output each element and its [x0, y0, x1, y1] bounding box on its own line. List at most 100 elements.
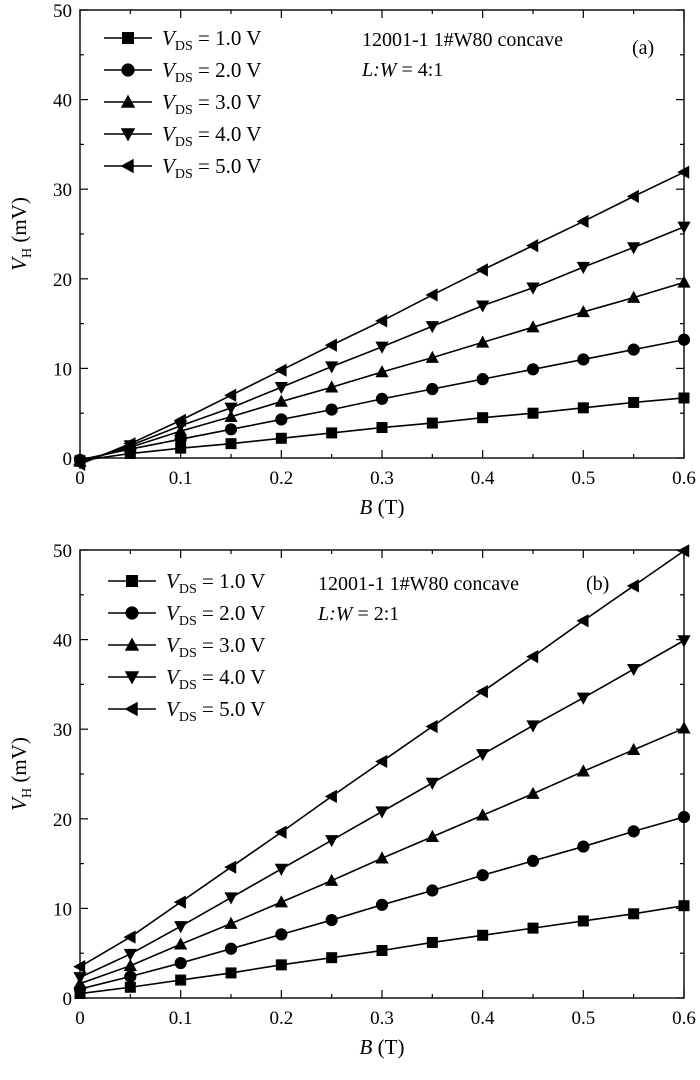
data-point [425, 350, 439, 363]
legend-label: VDS = 3.0 V [162, 90, 261, 118]
data-point [376, 422, 388, 434]
legend-item: VDS = 2.0 V [108, 601, 265, 629]
data-point [527, 407, 539, 419]
series-2 [73, 333, 691, 466]
legend-label: VDS = 4.0 V [162, 122, 261, 150]
series-3 [73, 275, 691, 467]
y-tick-label: 40 [53, 91, 72, 112]
data-point [375, 392, 389, 405]
data-point [526, 650, 539, 664]
legend-marker [122, 32, 134, 44]
data-point [526, 786, 540, 799]
data-point [224, 916, 238, 929]
data-point [175, 974, 187, 986]
data-point [576, 261, 590, 275]
x-tick-label: 0 [75, 1008, 85, 1029]
data-point [375, 314, 388, 328]
legend-label: VDS = 5.0 V [166, 697, 265, 725]
data-point [324, 789, 337, 803]
legend-label: VDS = 1.0 V [166, 569, 265, 597]
data-point [274, 863, 288, 876]
data-point [275, 432, 287, 444]
data-point [124, 970, 137, 983]
data-point [225, 438, 237, 450]
data-point [375, 754, 388, 769]
x-tick-label: 0.5 [571, 1008, 595, 1029]
legend-item: VDS = 1.0 V [104, 26, 261, 54]
data-point [326, 952, 338, 964]
data-point [325, 403, 338, 416]
panel-label: (b) [586, 573, 609, 595]
ratio-annotation: L:W = 4:1 [361, 59, 443, 81]
data-point [526, 720, 540, 733]
y-axis-label: VH (mV) [7, 197, 35, 271]
data-point [425, 719, 438, 734]
x-tick-label: 0.4 [471, 468, 495, 489]
x-tick-label: 0.4 [471, 1008, 495, 1029]
data-point [274, 394, 288, 407]
data-point [73, 972, 87, 985]
data-point [274, 895, 288, 908]
data-point [175, 442, 187, 454]
y-tick-label: 10 [53, 359, 72, 380]
legend-marker [120, 94, 136, 108]
x-tick-label: 0.2 [269, 1008, 293, 1029]
data-point [425, 288, 438, 302]
data-point [576, 764, 590, 777]
legend-marker [124, 671, 140, 685]
legend-item: VDS = 5.0 V [108, 697, 265, 725]
data-point [224, 892, 238, 905]
x-axis-label: B (T) [360, 1035, 405, 1059]
y-tick-label: 30 [53, 180, 72, 201]
y-tick-label: 50 [53, 1, 72, 22]
data-point [224, 942, 238, 955]
data-point [576, 305, 590, 318]
data-point [324, 338, 337, 352]
data-point [326, 427, 338, 439]
legend-label: VDS = 2.0 V [162, 58, 261, 86]
y-tick-label: 30 [53, 720, 72, 741]
data-point [476, 808, 490, 821]
data-point [275, 928, 288, 941]
data-point [475, 684, 488, 699]
y-tick-label: 40 [53, 631, 72, 652]
legend-label: VDS = 5.0 V [162, 154, 261, 182]
legend-marker [124, 701, 138, 717]
data-point [477, 412, 489, 424]
data-point [123, 948, 137, 961]
legend-label: VDS = 4.0 V [166, 665, 265, 693]
data-point [627, 242, 641, 255]
sample-annotation: 12001-1 1#W80 concave [362, 29, 563, 51]
legend-item: VDS = 5.0 V [104, 154, 261, 182]
data-point [425, 321, 439, 334]
data-point [325, 873, 339, 886]
data-point [677, 810, 691, 824]
data-point [274, 381, 288, 395]
legend-marker [125, 606, 139, 620]
data-point [375, 851, 389, 864]
data-point [123, 437, 136, 451]
data-point [174, 956, 187, 970]
data-point [627, 742, 641, 756]
legend-item: VDS = 4.0 V [104, 122, 261, 150]
legend-item: VDS = 4.0 V [108, 665, 265, 693]
data-point [325, 361, 339, 374]
series-4 [73, 221, 691, 470]
data-point [576, 214, 589, 229]
data-point [576, 614, 589, 628]
legend: VDS = 1.0 V VDS = 2.0 V VDS = 3.0 V VDS = 4… [108, 569, 265, 725]
series-3 [73, 721, 691, 989]
data-point [577, 915, 589, 927]
data-point [224, 423, 238, 436]
x-tick-label: 0.1 [169, 1008, 193, 1029]
data-point [73, 457, 86, 471]
legend-item: VDS = 3.0 V [104, 90, 261, 118]
data-point [677, 544, 690, 558]
chart-panel-a: 0 0.1 0.2 0.3 0.4 0.5 0.6 0 10 20 30 40 50 B (T) VH (m… [7, 1, 696, 519]
data-point [477, 929, 489, 941]
data-point [677, 221, 691, 234]
data-point [677, 275, 691, 288]
data-point [376, 945, 388, 957]
data-point [224, 402, 238, 415]
